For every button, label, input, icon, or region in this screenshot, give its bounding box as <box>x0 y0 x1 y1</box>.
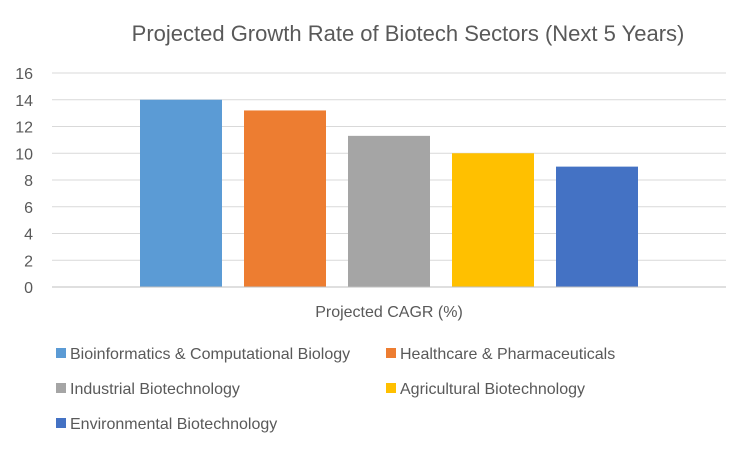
y-tick-label: 4 <box>24 227 33 244</box>
y-tick-label: 0 <box>24 280 33 297</box>
legend-swatch <box>56 418 66 428</box>
legend-label: Industrial Biotechnology <box>70 381 240 398</box>
y-tick-label: 16 <box>15 66 33 83</box>
bar <box>244 110 326 287</box>
legend-label: Healthcare & Pharmaceuticals <box>400 346 615 363</box>
y-tick-label: 12 <box>15 120 33 137</box>
legend: Bioinformatics & Computational Biology He… <box>56 346 615 433</box>
y-tick-label: 14 <box>15 93 33 110</box>
bar <box>452 153 534 287</box>
bar <box>140 99 222 287</box>
y-tick-label: 10 <box>15 146 33 163</box>
legend-swatch <box>56 348 66 358</box>
bar <box>348 135 430 287</box>
legend-label: Bioinformatics & Computational Biology <box>70 346 350 363</box>
legend-swatch <box>56 383 66 393</box>
y-tick-label: 8 <box>24 173 33 190</box>
legend-label: Environmental Biotechnology <box>70 416 277 433</box>
bar <box>556 166 638 287</box>
y-axis-ticks: 0 2 4 6 8 10 12 14 16 <box>15 66 33 297</box>
bars <box>140 99 638 287</box>
legend-swatch <box>386 348 396 358</box>
y-tick-label: 6 <box>24 200 33 217</box>
x-axis-label: Projected CAGR (%) <box>315 304 463 321</box>
y-tick-label: 2 <box>24 253 33 270</box>
chart-title: Projected Growth Rate of Biotech Sectors… <box>132 21 685 46</box>
legend-label: Agricultural Biotechnology <box>400 381 585 398</box>
legend-swatch <box>386 383 396 393</box>
